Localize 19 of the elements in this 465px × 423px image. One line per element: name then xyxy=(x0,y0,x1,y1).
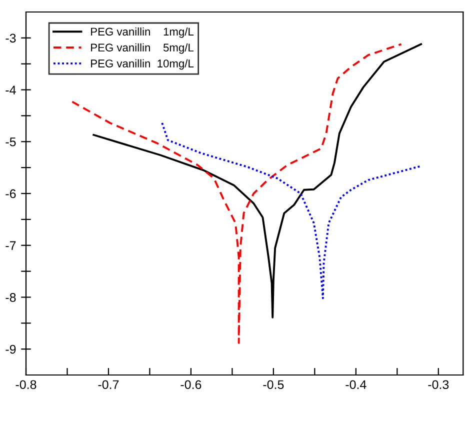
y-tick-label: -5 xyxy=(6,138,16,146)
y-tick-label: -8 xyxy=(6,293,16,302)
x-tick-label: -0.7 xyxy=(98,380,119,390)
line-series xyxy=(71,43,402,344)
y-tick-label: -4 xyxy=(6,86,16,94)
y-tick-label: -9 xyxy=(6,344,16,354)
x-tick-label: -0.8 xyxy=(16,380,36,390)
x-tick-label: -0.3 xyxy=(428,380,449,390)
line-series xyxy=(92,43,422,318)
legend-label: PEG vanillin 5mg/L xyxy=(91,43,194,54)
y-tick-label: -6 xyxy=(6,189,16,198)
y-tick-label: -3 xyxy=(6,34,16,43)
legend-label: PEG vanillin 10mg/L xyxy=(91,59,194,70)
x-tick-label: -0.5 xyxy=(263,380,284,390)
x-tick-label: -0.6 xyxy=(180,380,202,390)
legend-label: PEG vanillin 1mg/L xyxy=(91,27,194,38)
line-series xyxy=(161,122,422,300)
x-tick-label: -0.4 xyxy=(346,380,366,390)
y-tick-label: -7 xyxy=(6,241,16,250)
